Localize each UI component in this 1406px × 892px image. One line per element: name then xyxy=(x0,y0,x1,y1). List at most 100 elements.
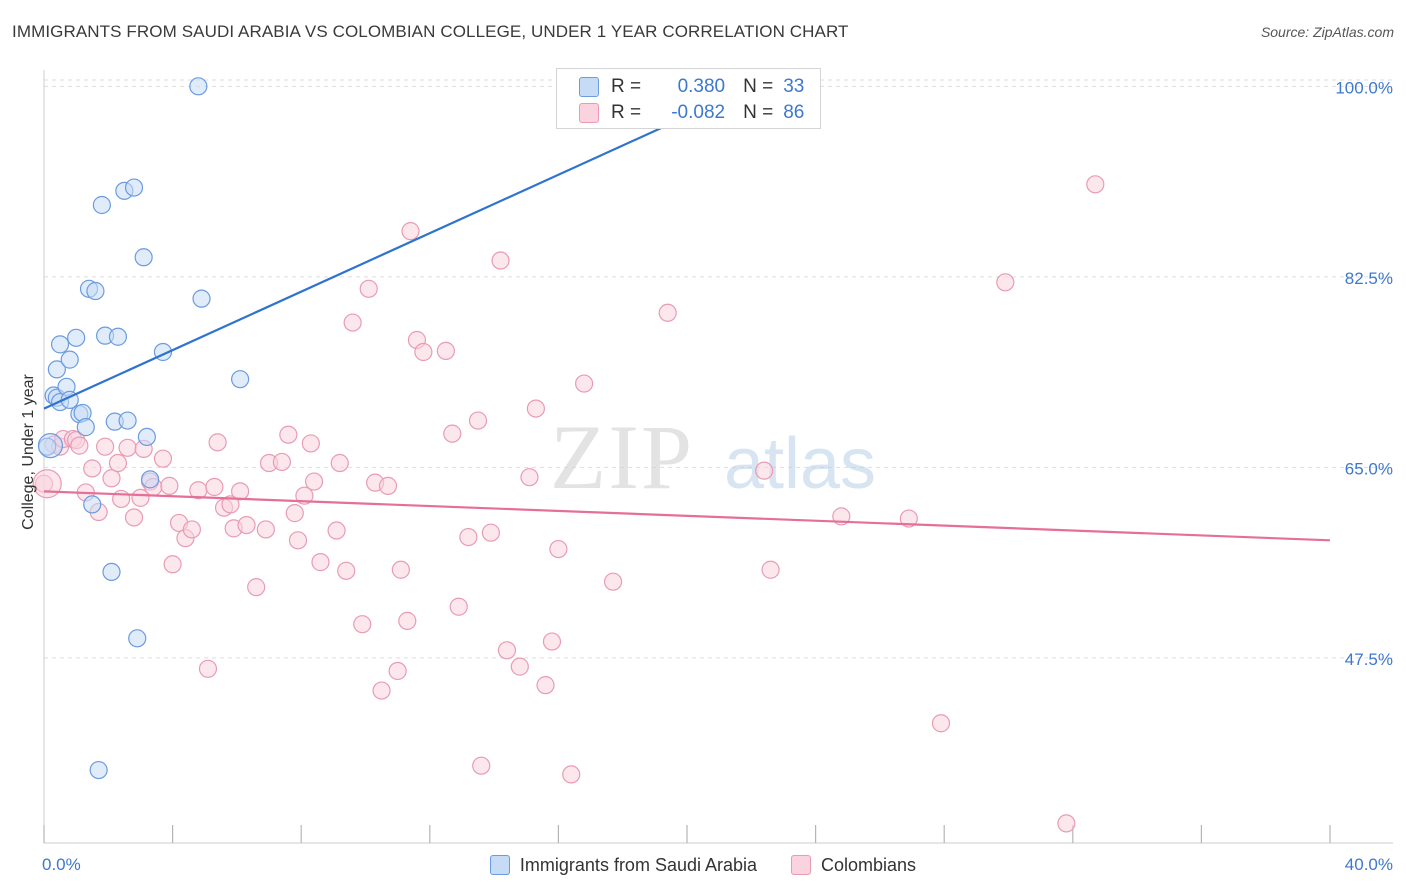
pink-data-point xyxy=(1086,175,1105,194)
pink-data-point xyxy=(279,425,298,444)
pink-data-point xyxy=(295,486,314,505)
pink-data-point xyxy=(575,374,594,393)
pink-data-point xyxy=(536,676,555,695)
pink-data-point xyxy=(330,453,349,473)
pink-data-point xyxy=(549,539,568,559)
blue-data-point xyxy=(76,418,95,437)
pink-data-point-large xyxy=(32,469,62,499)
blue-data-point xyxy=(137,427,156,447)
pink-data-point xyxy=(95,437,115,456)
legend-swatch-pink xyxy=(791,855,812,875)
pink-data-point xyxy=(118,438,137,457)
pink-data-point xyxy=(301,434,320,453)
pink-data-point xyxy=(401,222,420,241)
stats-legend: R = 0.380 N = 33 R = -0.082 N = 86 xyxy=(556,68,821,129)
blue-data-point xyxy=(108,327,128,346)
pink-data-point xyxy=(391,560,410,579)
blue-data-point xyxy=(86,281,105,301)
legend-item-saudi-arabia[interactable]: Immigrants from Saudi Arabia xyxy=(489,855,757,876)
pink-data-point xyxy=(160,476,179,495)
pink-data-point xyxy=(414,342,433,362)
x-tick-label-max: 40.0% xyxy=(1345,855,1393,874)
pink-data-point xyxy=(761,560,780,579)
legend-label-colombians: Colombians xyxy=(821,854,917,875)
pink-data-point xyxy=(102,469,121,488)
blue-r-value: 0.380 xyxy=(677,76,726,97)
blue-data-point xyxy=(60,350,79,369)
pink-data-point xyxy=(491,251,510,270)
stats-row-pink: R = -0.082 N = 86 xyxy=(579,100,804,126)
pink-data-point xyxy=(272,452,292,472)
legend-item-colombians[interactable]: Colombians xyxy=(791,855,916,876)
blue-data-point-large xyxy=(37,433,64,459)
chart-title: IMMIGRANTS FROM SAUDI ARABIA VS COLOMBIA… xyxy=(12,22,849,41)
stats-row-blue: R = 0.380 N = 33 xyxy=(579,74,804,100)
pink-data-point xyxy=(658,303,677,322)
pink-data-point xyxy=(497,641,517,660)
saudi-arabia-points xyxy=(37,77,250,780)
blue-data-point xyxy=(89,760,108,780)
blue-data-point xyxy=(67,328,86,347)
blue-data-point xyxy=(50,335,70,354)
pink-data-point xyxy=(359,279,378,298)
pink-data-point xyxy=(124,508,144,527)
pink-data-point xyxy=(996,273,1015,292)
pink-data-point xyxy=(472,756,491,775)
blue-data-point xyxy=(128,629,147,648)
blue-trend-line xyxy=(43,87,749,410)
pink-data-point xyxy=(510,657,529,676)
y-tick-label: 100.0% xyxy=(1335,78,1393,97)
blue-data-point xyxy=(134,248,153,267)
pink-data-point xyxy=(468,411,488,430)
pink-data-point xyxy=(755,461,774,480)
pink-data-point xyxy=(899,509,918,528)
pink-data-point xyxy=(388,661,407,681)
pink-data-point xyxy=(443,424,462,443)
blue-data-point xyxy=(124,178,144,197)
blue-n-value: 33 xyxy=(783,76,805,97)
pink-data-point xyxy=(459,527,478,547)
pink-data-point xyxy=(311,553,330,572)
pink-data-point xyxy=(372,681,391,700)
pink-data-point xyxy=(288,531,308,550)
pink-data-point xyxy=(285,504,304,523)
pink-n-value: 86 xyxy=(783,102,805,123)
y-tick-label: 65.0% xyxy=(1345,459,1393,478)
y-tick-label: 47.5% xyxy=(1345,650,1393,669)
pink-data-point xyxy=(83,459,102,478)
blue-data-point xyxy=(47,360,66,379)
pink-data-point xyxy=(449,597,468,616)
pink-data-point xyxy=(237,515,256,535)
pink-r-value: -0.082 xyxy=(671,102,726,123)
watermark-atlas: atlas xyxy=(724,424,876,504)
bottom-legend: Immigrants from Saudi Arabia Colombians xyxy=(0,850,1406,880)
legend-swatch-blue xyxy=(489,855,510,875)
pink-data-point xyxy=(520,468,539,487)
pink-data-point xyxy=(343,313,362,332)
pink-data-point xyxy=(247,578,266,597)
watermark-zip: ZIP xyxy=(550,406,694,508)
pink-data-point xyxy=(526,399,545,418)
pink-data-point xyxy=(353,615,372,634)
pink-data-point xyxy=(603,572,623,591)
pink-data-point xyxy=(221,495,240,514)
blue-r-label: R = xyxy=(611,76,642,97)
pink-data-point xyxy=(931,714,951,733)
pink-trend-line xyxy=(43,490,1331,542)
pink-r-label: R = xyxy=(611,102,642,123)
pink-data-point xyxy=(337,561,356,580)
pink-data-point xyxy=(108,453,128,473)
pink-data-point xyxy=(481,523,500,542)
blue-data-point xyxy=(192,289,211,308)
blue-data-point xyxy=(83,495,102,514)
blue-data-point xyxy=(189,77,208,96)
pink-data-point xyxy=(256,520,275,539)
source-label: Source: ZipAtlas.com xyxy=(1260,24,1394,40)
pink-data-point xyxy=(1057,814,1076,833)
blue-swatch xyxy=(579,77,599,97)
pink-data-point xyxy=(562,765,581,784)
y-axis-label: College, Under 1 year xyxy=(20,374,37,530)
pink-data-point xyxy=(153,449,173,468)
y-tick-label: 82.5% xyxy=(1345,269,1393,288)
